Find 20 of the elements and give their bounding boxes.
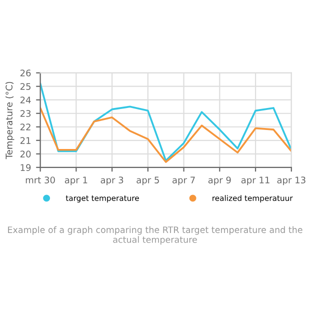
- y-tick-label: 21: [20, 137, 30, 144]
- x-tick-label: apr 11: [241, 176, 270, 186]
- y-tick-label: 25: [20, 83, 30, 90]
- text: Example of a graph comparing the RTR target temperature and the actual temperature: [8, 226, 302, 245]
- x-tick-label: mrt 30: [26, 176, 55, 184]
- line-series: [40, 82, 292, 162]
- y-tick-label: 24: [20, 96, 31, 104]
- x-tick-label: apr 13: [277, 176, 306, 186]
- y-tick-label: 19: [20, 164, 31, 171]
- x-tick-label: apr 9: [208, 176, 231, 186]
- y-tick-label: 26: [20, 70, 31, 76]
- x-tick-label: apr 1: [64, 176, 88, 186]
- x-tick-label: apr 5: [136, 176, 159, 186]
- line-series: [40, 107, 292, 163]
- y-tick-label: 23: [20, 110, 31, 117]
- y-tick-label: 22: [20, 124, 30, 130]
- x-tick-label: apr 7: [172, 176, 195, 186]
- x-tick-label: apr 3: [100, 176, 124, 186]
- y-tick-label: 20: [20, 150, 31, 158]
- y-axis-title: Temperature (°C): [6, 82, 14, 160]
